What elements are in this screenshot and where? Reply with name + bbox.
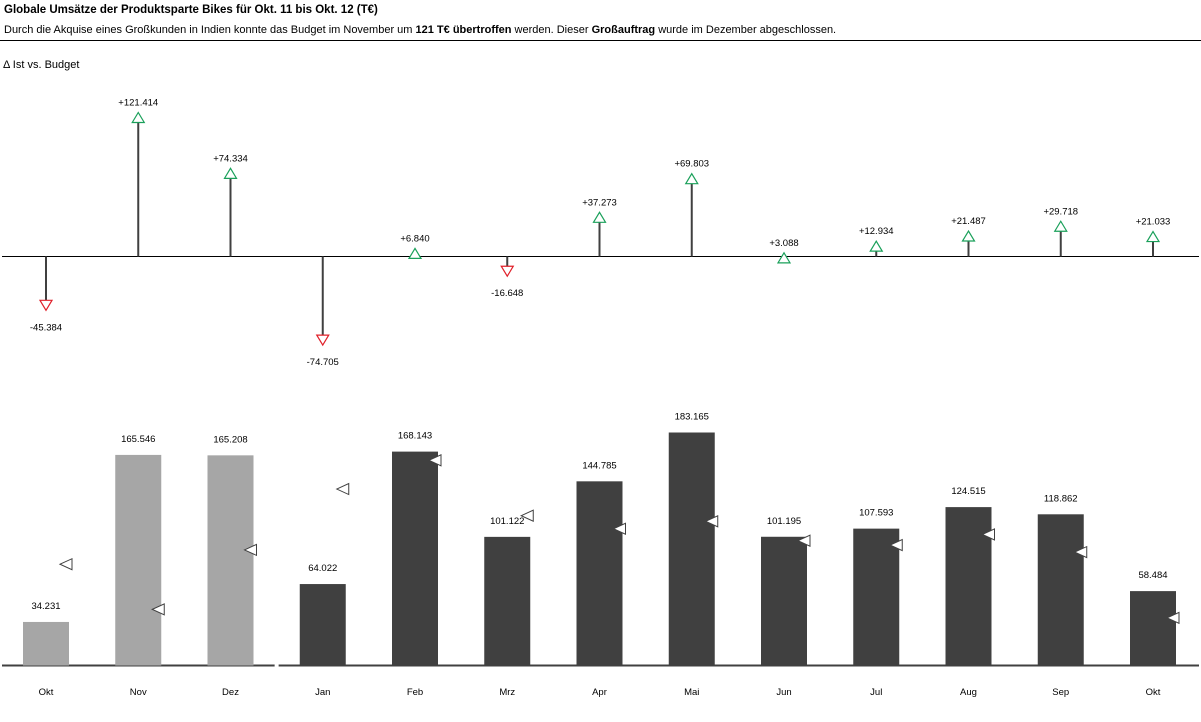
delta-marker-2 <box>223 167 238 179</box>
delta-marker-1 <box>131 111 146 124</box>
budget-marker-3 <box>335 482 350 496</box>
budget-marker-2 <box>243 543 257 557</box>
bar-value-label-1: 165.546 <box>121 434 155 445</box>
delta-label-3: -74.705 <box>307 357 339 368</box>
bar-5 <box>484 536 531 666</box>
budget-marker-11 <box>1073 545 1088 559</box>
subtitle-part-4: wurde im Dezember abgeschlossen. <box>655 24 837 36</box>
delta-marker-11 <box>1053 220 1068 232</box>
bar-4 <box>392 451 438 666</box>
subtitle-part-3: Großauftrag <box>591 24 656 36</box>
subtitle-part-0: Durch die Akquise eines Großkunden in In… <box>4 24 416 36</box>
delta-marker-8 <box>776 251 792 264</box>
budget-marker-5 <box>520 509 534 522</box>
delta-label-0: -45.384 <box>30 322 62 333</box>
bar-value-label-6: 144.785 <box>582 460 616 471</box>
bar-12 <box>1130 591 1176 666</box>
delta-label-10: +21.487 <box>951 216 986 227</box>
bar-10 <box>945 507 992 666</box>
budget-marker-6 <box>612 522 626 536</box>
delta-marker-4 <box>407 247 423 259</box>
delta-label-1: +121.414 <box>118 98 158 109</box>
bar-9 <box>853 528 900 666</box>
delta-label-2: +74.334 <box>213 153 248 164</box>
subtitle-part-2: werden. Dieser <box>511 24 592 36</box>
x-tick-label-1: Nov <box>130 687 147 698</box>
bar-value-label-3: 64.022 <box>308 563 337 574</box>
bar-value-label-12: 58.484 <box>1138 570 1167 581</box>
budget-marker-8 <box>796 534 811 547</box>
budget-marker-0 <box>58 557 73 571</box>
x-tick-label-5: Mrz <box>499 687 515 698</box>
x-tick-label-10: Aug <box>960 687 977 698</box>
bar-value-label-8: 101.195 <box>767 516 801 527</box>
x-tick-label-7: Mai <box>684 687 699 698</box>
delta-label-6: +37.273 <box>582 197 617 208</box>
delta-marker-3 <box>315 334 330 347</box>
delta-marker-12 <box>1145 230 1161 243</box>
bar-8 <box>761 536 807 666</box>
delta-marker-7 <box>684 172 699 185</box>
bar-value-label-10: 124.515 <box>951 486 985 497</box>
x-tick-label-12: Okt <box>1146 687 1161 698</box>
budget-marker-7 <box>704 515 719 528</box>
delta-axis-label: Δ Ist vs. Budget <box>3 59 80 71</box>
delta-label-4: +6.840 <box>400 233 429 244</box>
bar-value-label-0: 34.231 <box>31 601 60 612</box>
header-divider <box>0 40 1201 41</box>
delta-label-9: +12.934 <box>859 226 894 237</box>
delta-marker-6 <box>592 211 607 223</box>
bar-11 <box>1037 514 1084 666</box>
budget-marker-10 <box>981 528 995 541</box>
budget-marker-9 <box>889 538 903 552</box>
delta-label-5: -16.648 <box>491 288 523 299</box>
x-tick-label-2: Dez <box>222 687 239 698</box>
delta-label-8: +3.088 <box>769 238 798 249</box>
bar-value-label-7: 183.165 <box>675 412 709 423</box>
bar-value-label-5: 101.122 <box>490 516 524 527</box>
x-tick-label-3: Jan <box>315 687 330 698</box>
chart-title: Globale Umsätze der Produktsparte Bikes … <box>4 4 378 16</box>
bar-2 <box>207 455 254 666</box>
delta-marker-0 <box>38 299 54 312</box>
bar-0 <box>23 621 69 666</box>
bar-7 <box>668 432 715 666</box>
delta-marker-10 <box>961 229 976 242</box>
delta-marker-9 <box>869 239 884 252</box>
x-tick-label-11: Sep <box>1052 687 1069 698</box>
x-tick-label-8: Jun <box>776 687 791 698</box>
x-tick-label-9: Jul <box>870 687 882 698</box>
bar-3 <box>299 584 346 666</box>
chart-subtitle: Durch die Akquise eines Großkunden in In… <box>4 24 836 36</box>
bar-value-label-2: 165.208 <box>213 434 247 445</box>
bar-value-label-11: 118.862 <box>1044 493 1078 504</box>
budget-marker-12 <box>1165 611 1180 625</box>
budget-marker-4 <box>427 454 442 467</box>
bar-value-label-9: 107.593 <box>859 508 893 519</box>
x-tick-label-4: Feb <box>407 687 423 698</box>
bar-1 <box>115 454 162 666</box>
bar-6 <box>576 481 623 666</box>
budget-marker-1 <box>151 603 165 616</box>
x-tick-label-0: Okt <box>39 687 54 698</box>
x-tick-label-6: Apr <box>592 687 607 698</box>
delta-label-11: +29.718 <box>1043 206 1078 217</box>
delta-marker-5 <box>500 265 515 278</box>
bar-value-label-4: 168.143 <box>398 431 432 442</box>
subtitle-part-1: 121 T€ übertroffen <box>415 24 512 36</box>
delta-label-12: +21.033 <box>1136 217 1171 228</box>
delta-label-7: +69.803 <box>674 159 709 170</box>
